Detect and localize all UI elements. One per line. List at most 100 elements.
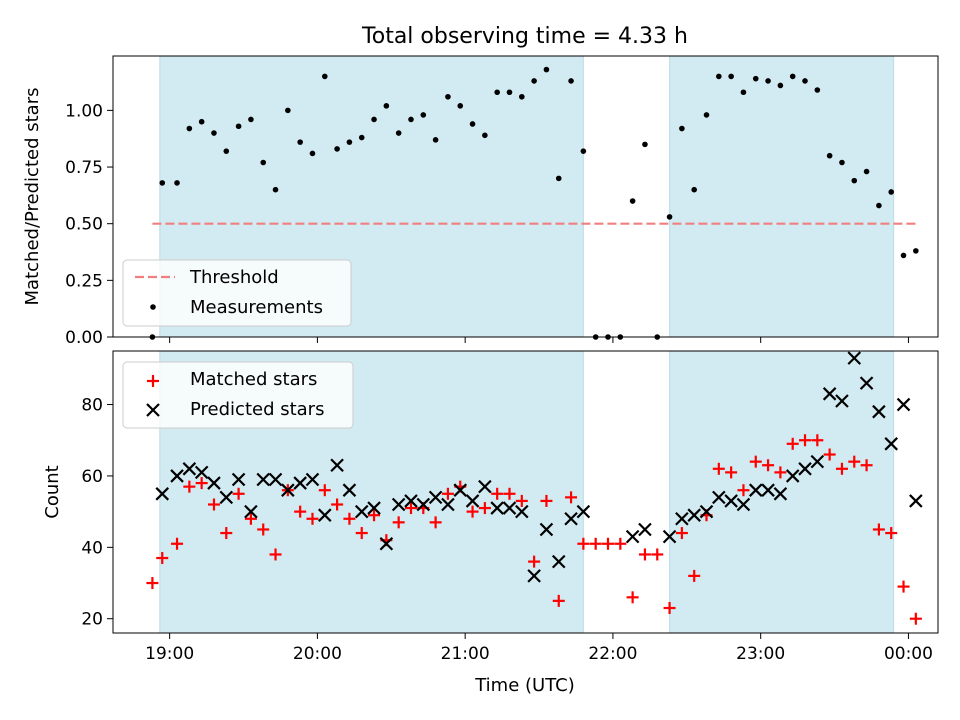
- matched-stars-point: [528, 555, 541, 568]
- y-tick-label: 20: [81, 610, 103, 630]
- matched-stars-point: [355, 527, 368, 540]
- measurement-point: [913, 248, 919, 254]
- axis-ticks: 20 40 60 80 19:00 20:00 21:00 22:00 23:00 00:00: [81, 396, 933, 664]
- measurement-point: [519, 93, 525, 100]
- measurement-point: [420, 112, 427, 118]
- measurement-point: [716, 73, 722, 80]
- measurement-point: [457, 103, 464, 109]
- matched-stars-point: [257, 523, 270, 536]
- measurement-point: [432, 137, 439, 143]
- matched-stars-point: [441, 487, 454, 500]
- measurement-point: [728, 73, 734, 80]
- measurement-point: [383, 103, 390, 109]
- legend: Threshold Measurements: [122, 259, 352, 327]
- predicted-stars-point: [872, 404, 886, 419]
- matched-stars-point: [503, 487, 516, 500]
- measurement-point: [789, 73, 796, 80]
- y-tick-label: 40: [81, 538, 103, 558]
- matched-stars-point: [626, 591, 639, 604]
- predicted-stars-point: [687, 508, 701, 522]
- matched-stars-point: [171, 537, 184, 550]
- matched-stars-point: [429, 516, 442, 529]
- predicted-stars-point: [515, 504, 529, 519]
- measurement-point: [814, 87, 821, 93]
- y-tick-label: 60: [81, 467, 103, 487]
- measurement-point: [900, 252, 907, 259]
- predicted-stars-point: [404, 494, 418, 508]
- legend-threshold-label: Threshold: [189, 267, 279, 288]
- legend-box: [122, 259, 352, 327]
- measurement-point: [765, 78, 771, 84]
- predicted-stars-point: [379, 536, 394, 551]
- measurement-point: [469, 121, 476, 127]
- measurement-point: [186, 125, 193, 132]
- measurement-point: [543, 66, 550, 73]
- measurement-point: [297, 139, 303, 145]
- measurement-point: [777, 82, 784, 89]
- predicted-stars-point: [155, 487, 170, 501]
- predicted-stars-point: [170, 469, 184, 483]
- predicted-stars-point: [428, 490, 443, 505]
- y-tick-label: 0.00: [65, 328, 103, 348]
- matched-stars-point: [749, 455, 762, 468]
- y-tick-label: 0.75: [65, 158, 103, 178]
- measurement-point: [703, 112, 710, 118]
- predicted-stars-point: [736, 497, 751, 512]
- y-axis-label: Count: [42, 465, 63, 518]
- predicted-stars-point: [625, 529, 640, 544]
- predicted-stars-point: [367, 501, 381, 515]
- legend-matched-label: Matched stars: [190, 369, 317, 390]
- x-tick-label: 22:00: [588, 644, 637, 664]
- predicted-stars-point: [785, 469, 800, 483]
- matched-stars-point: [183, 480, 196, 493]
- matched-stars-point: [343, 512, 356, 525]
- predicted-stars-point: [268, 472, 283, 487]
- matched-stars-point: [404, 502, 417, 515]
- measurement-point: [248, 116, 254, 123]
- predicted-stars-point: [330, 458, 344, 473]
- matched-stars-point: [232, 487, 245, 500]
- predicted-stars-point: [662, 529, 677, 544]
- predicted-stars-point: [822, 387, 837, 401]
- predicted-stars-point: [478, 479, 492, 494]
- predicted-stars-point: [281, 483, 295, 497]
- measurement-point: [198, 118, 205, 125]
- predicted-stars-point: [773, 487, 788, 501]
- measurement-point: [272, 186, 279, 193]
- legend-matched-swatch: [147, 375, 159, 387]
- axis-ticks: 0.00 0.25 0.50 0.75 1.00: [65, 101, 909, 348]
- matched-stars-point: [638, 548, 651, 561]
- y-tick-label: 1.00: [65, 101, 103, 121]
- matched-stars-point: [675, 527, 688, 540]
- predicted-stars-point: [219, 490, 234, 505]
- measurement-point: [223, 148, 230, 154]
- measurement-point: [531, 78, 537, 84]
- matched-stars-point: [331, 498, 344, 511]
- predicted-stars-point: [551, 554, 566, 569]
- matched-stars-point: [786, 437, 799, 450]
- predicted-stars-point: [342, 483, 357, 497]
- matched-stars-point: [207, 498, 220, 511]
- predicted-stars-point: [712, 490, 726, 505]
- matched-stars-point: [306, 512, 319, 525]
- measurement-point: [876, 202, 882, 209]
- plot-frame: [112, 55, 939, 338]
- matched-stars-point: [602, 537, 614, 550]
- matched-stars-point: [688, 569, 701, 582]
- predicted-stars-point: [909, 494, 923, 508]
- matched-stars-point: [614, 537, 627, 550]
- matched-stars-point: [220, 527, 233, 540]
- measurement-point: [358, 134, 365, 141]
- predicted-stars-point: [231, 472, 246, 487]
- legend-box: [122, 361, 354, 429]
- matched-stars-point: [909, 612, 922, 625]
- measurement-point: [445, 93, 451, 100]
- measurement-point: [285, 107, 291, 114]
- plot-frame: [112, 350, 939, 634]
- legend-cross-mark: [146, 403, 160, 417]
- matched-stars-point: [195, 477, 208, 490]
- predicted-stars-point: [859, 376, 874, 390]
- measurement-point: [494, 89, 500, 96]
- predicted-stars-point: [465, 494, 480, 508]
